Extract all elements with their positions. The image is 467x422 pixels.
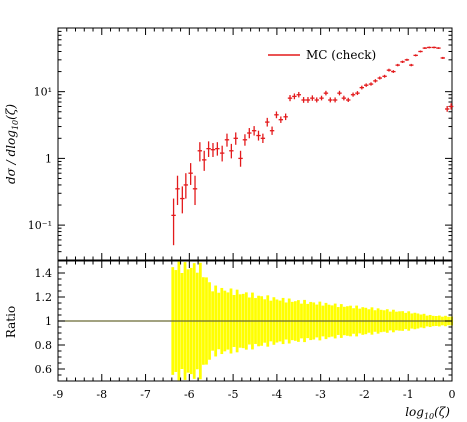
main-panel-frame [57, 27, 453, 261]
data-point [301, 97, 306, 103]
x-tick-label: -1 [403, 388, 414, 401]
x-tick-label: -4 [272, 388, 283, 401]
data-point [188, 163, 193, 185]
x-tick-label: -5 [228, 388, 239, 401]
ratio-y-tick-label: 0.6 [35, 363, 53, 376]
x-tick-label: 0 [449, 388, 456, 401]
data-point [305, 97, 311, 103]
data-point [251, 126, 257, 136]
data-point [440, 56, 446, 59]
data-point [337, 90, 342, 96]
data-point [382, 74, 387, 78]
data-point [238, 150, 243, 167]
legend-label: MC (check) [306, 48, 376, 62]
data-point [210, 143, 216, 157]
data-point [278, 116, 284, 123]
data-point [247, 128, 252, 139]
data-point [404, 58, 410, 61]
main-y-ticks: 10⁻¹ 1 10¹ [28, 27, 452, 261]
main-panel: 10⁻¹ 1 10¹ MC (check) dσ / dlog10(ζ) [4, 27, 454, 261]
data-point [192, 175, 198, 206]
data-point [431, 46, 437, 49]
data-point [296, 91, 301, 98]
main-y-tick-label: 10¹ [34, 86, 52, 99]
data-point [219, 145, 225, 162]
x-tick-label: -6 [184, 388, 195, 401]
legend: MC (check) [268, 48, 376, 62]
ratio-y-axis-title: Ratio [4, 306, 18, 338]
data-point [310, 95, 315, 101]
data-point [427, 46, 432, 49]
main-y-tick-label: 10⁻¹ [28, 219, 52, 232]
data-point [202, 150, 207, 171]
data-point [274, 111, 279, 119]
data-point [368, 82, 374, 86]
data-point [377, 76, 382, 80]
data-point [319, 95, 324, 101]
data-point [355, 91, 360, 96]
data-point [436, 47, 441, 49]
data-point [350, 92, 356, 97]
main-data-points [171, 46, 454, 246]
data-point [373, 79, 378, 83]
data-point [386, 68, 392, 72]
x-tick-label: -2 [359, 388, 370, 401]
data-point [413, 54, 418, 57]
data-point [409, 63, 414, 67]
data-point [395, 63, 400, 67]
data-point [269, 126, 275, 135]
data-point [422, 47, 428, 50]
data-point [328, 97, 333, 103]
data-point [242, 134, 248, 146]
data-point [260, 133, 266, 144]
data-point [359, 85, 365, 90]
ratio-y-ticks: 0.6 0.8 1 1.2 1.4 [35, 260, 452, 382]
data-point [283, 113, 288, 121]
ratio-y-tick-label: 1.4 [35, 267, 53, 280]
data-point [314, 97, 319, 103]
data-point [391, 70, 396, 73]
data-point [418, 50, 423, 53]
data-point [323, 90, 329, 96]
x-ticks: -9 -8 -7 -6 -5 -4 -3 -2 -1 0 [53, 28, 456, 401]
data-point [233, 132, 238, 145]
ratio-y-tick-label: 1.2 [35, 291, 53, 304]
data-point [183, 173, 189, 199]
x-tick-label: -9 [53, 388, 64, 401]
x-tick-label: -8 [96, 388, 107, 401]
data-point [197, 142, 203, 162]
data-point [444, 105, 450, 112]
ratio-y-tick-label: 0.8 [35, 339, 53, 352]
data-point [448, 103, 454, 110]
main-y-axis-title: dσ / dlog10(ζ) [4, 104, 20, 184]
data-point [229, 143, 234, 159]
data-point [346, 97, 351, 103]
data-point [341, 95, 347, 101]
data-point [287, 95, 293, 102]
data-point [180, 186, 185, 214]
data-point [363, 83, 369, 87]
data-point [224, 133, 230, 147]
data-point [171, 198, 176, 246]
ratio-panel: 0.60.811.21.4 -9 -8 -7 -6 -5 -4 -3 -2 -1 0 Ratio … [4, 28, 456, 421]
x-tick-label: -3 [315, 388, 326, 401]
main-y-tick-label: 1 [45, 152, 52, 165]
data-point [256, 130, 261, 141]
data-point [215, 142, 220, 156]
data-point [175, 175, 180, 206]
data-point [265, 117, 270, 127]
data-point [332, 97, 338, 103]
x-axis-title: log10(ζ) [405, 405, 450, 421]
data-point [400, 60, 405, 63]
data-point [206, 141, 211, 157]
ratio-y-tick-label: 1 [45, 315, 52, 328]
data-point [292, 93, 297, 100]
x-tick-label: -7 [140, 388, 151, 401]
